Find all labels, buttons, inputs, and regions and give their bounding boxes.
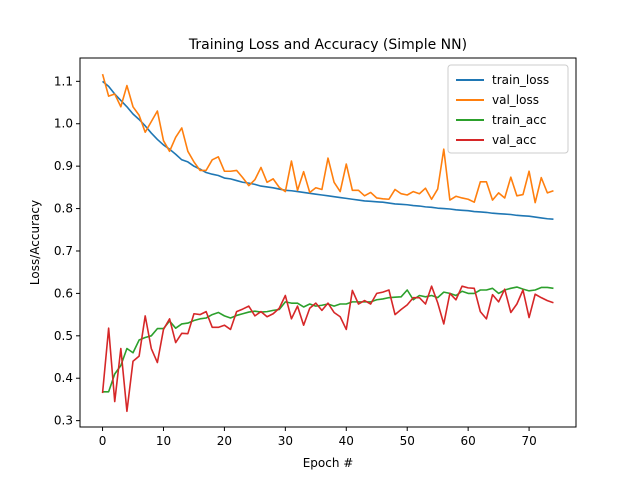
x-tick-label: 20 [217, 434, 232, 448]
y-tick-label: 0.9 [54, 159, 73, 173]
chart-title: Training Loss and Accuracy (Simple NN) [188, 37, 467, 53]
legend-label-train_acc: train_acc [492, 113, 546, 127]
x-tick-label: 70 [521, 434, 536, 448]
x-tick-label: 40 [339, 434, 354, 448]
y-axis-label: Loss/Accuracy [28, 200, 42, 285]
axes-frame [79, 57, 577, 428]
y-tick-label: 0.8 [54, 202, 73, 216]
x-tick-label: 50 [400, 434, 415, 448]
legend-box [447, 64, 569, 154]
y-tick-label: 0.3 [54, 414, 73, 428]
legend-label-train_loss: train_loss [492, 73, 549, 87]
series-line-train_loss [102, 80, 554, 220]
x-tick-label: 10 [156, 434, 171, 448]
x-tick-label: 60 [461, 434, 476, 448]
y-tick-label: 1.1 [54, 74, 73, 88]
y-tick-label: 0.4 [54, 371, 73, 385]
plot-area [101, 73, 554, 413]
y-tick-label: 0.5 [54, 329, 73, 343]
y-tick-label: 0.6 [54, 286, 73, 300]
x-axis-label: Epoch # [303, 456, 354, 470]
x-tick-label: 0 [99, 434, 107, 448]
y-tick-label: 0.7 [54, 244, 73, 258]
series-line-val_acc [101, 285, 554, 413]
legend-label-val_loss: val_loss [492, 93, 539, 107]
ticks: 0 10 20 30 40 50 60 70 0.3 0.4 0.5 0.6 0.7 0.8 0.9 1.0 1… [54, 74, 537, 448]
legend: train_loss val_loss train_acc val_acc [447, 64, 569, 154]
legend-label-val_acc: val_acc [492, 133, 536, 147]
y-tick-label: 1.0 [54, 117, 73, 131]
x-tick-label: 30 [278, 434, 293, 448]
series-line-val_loss [101, 73, 554, 204]
